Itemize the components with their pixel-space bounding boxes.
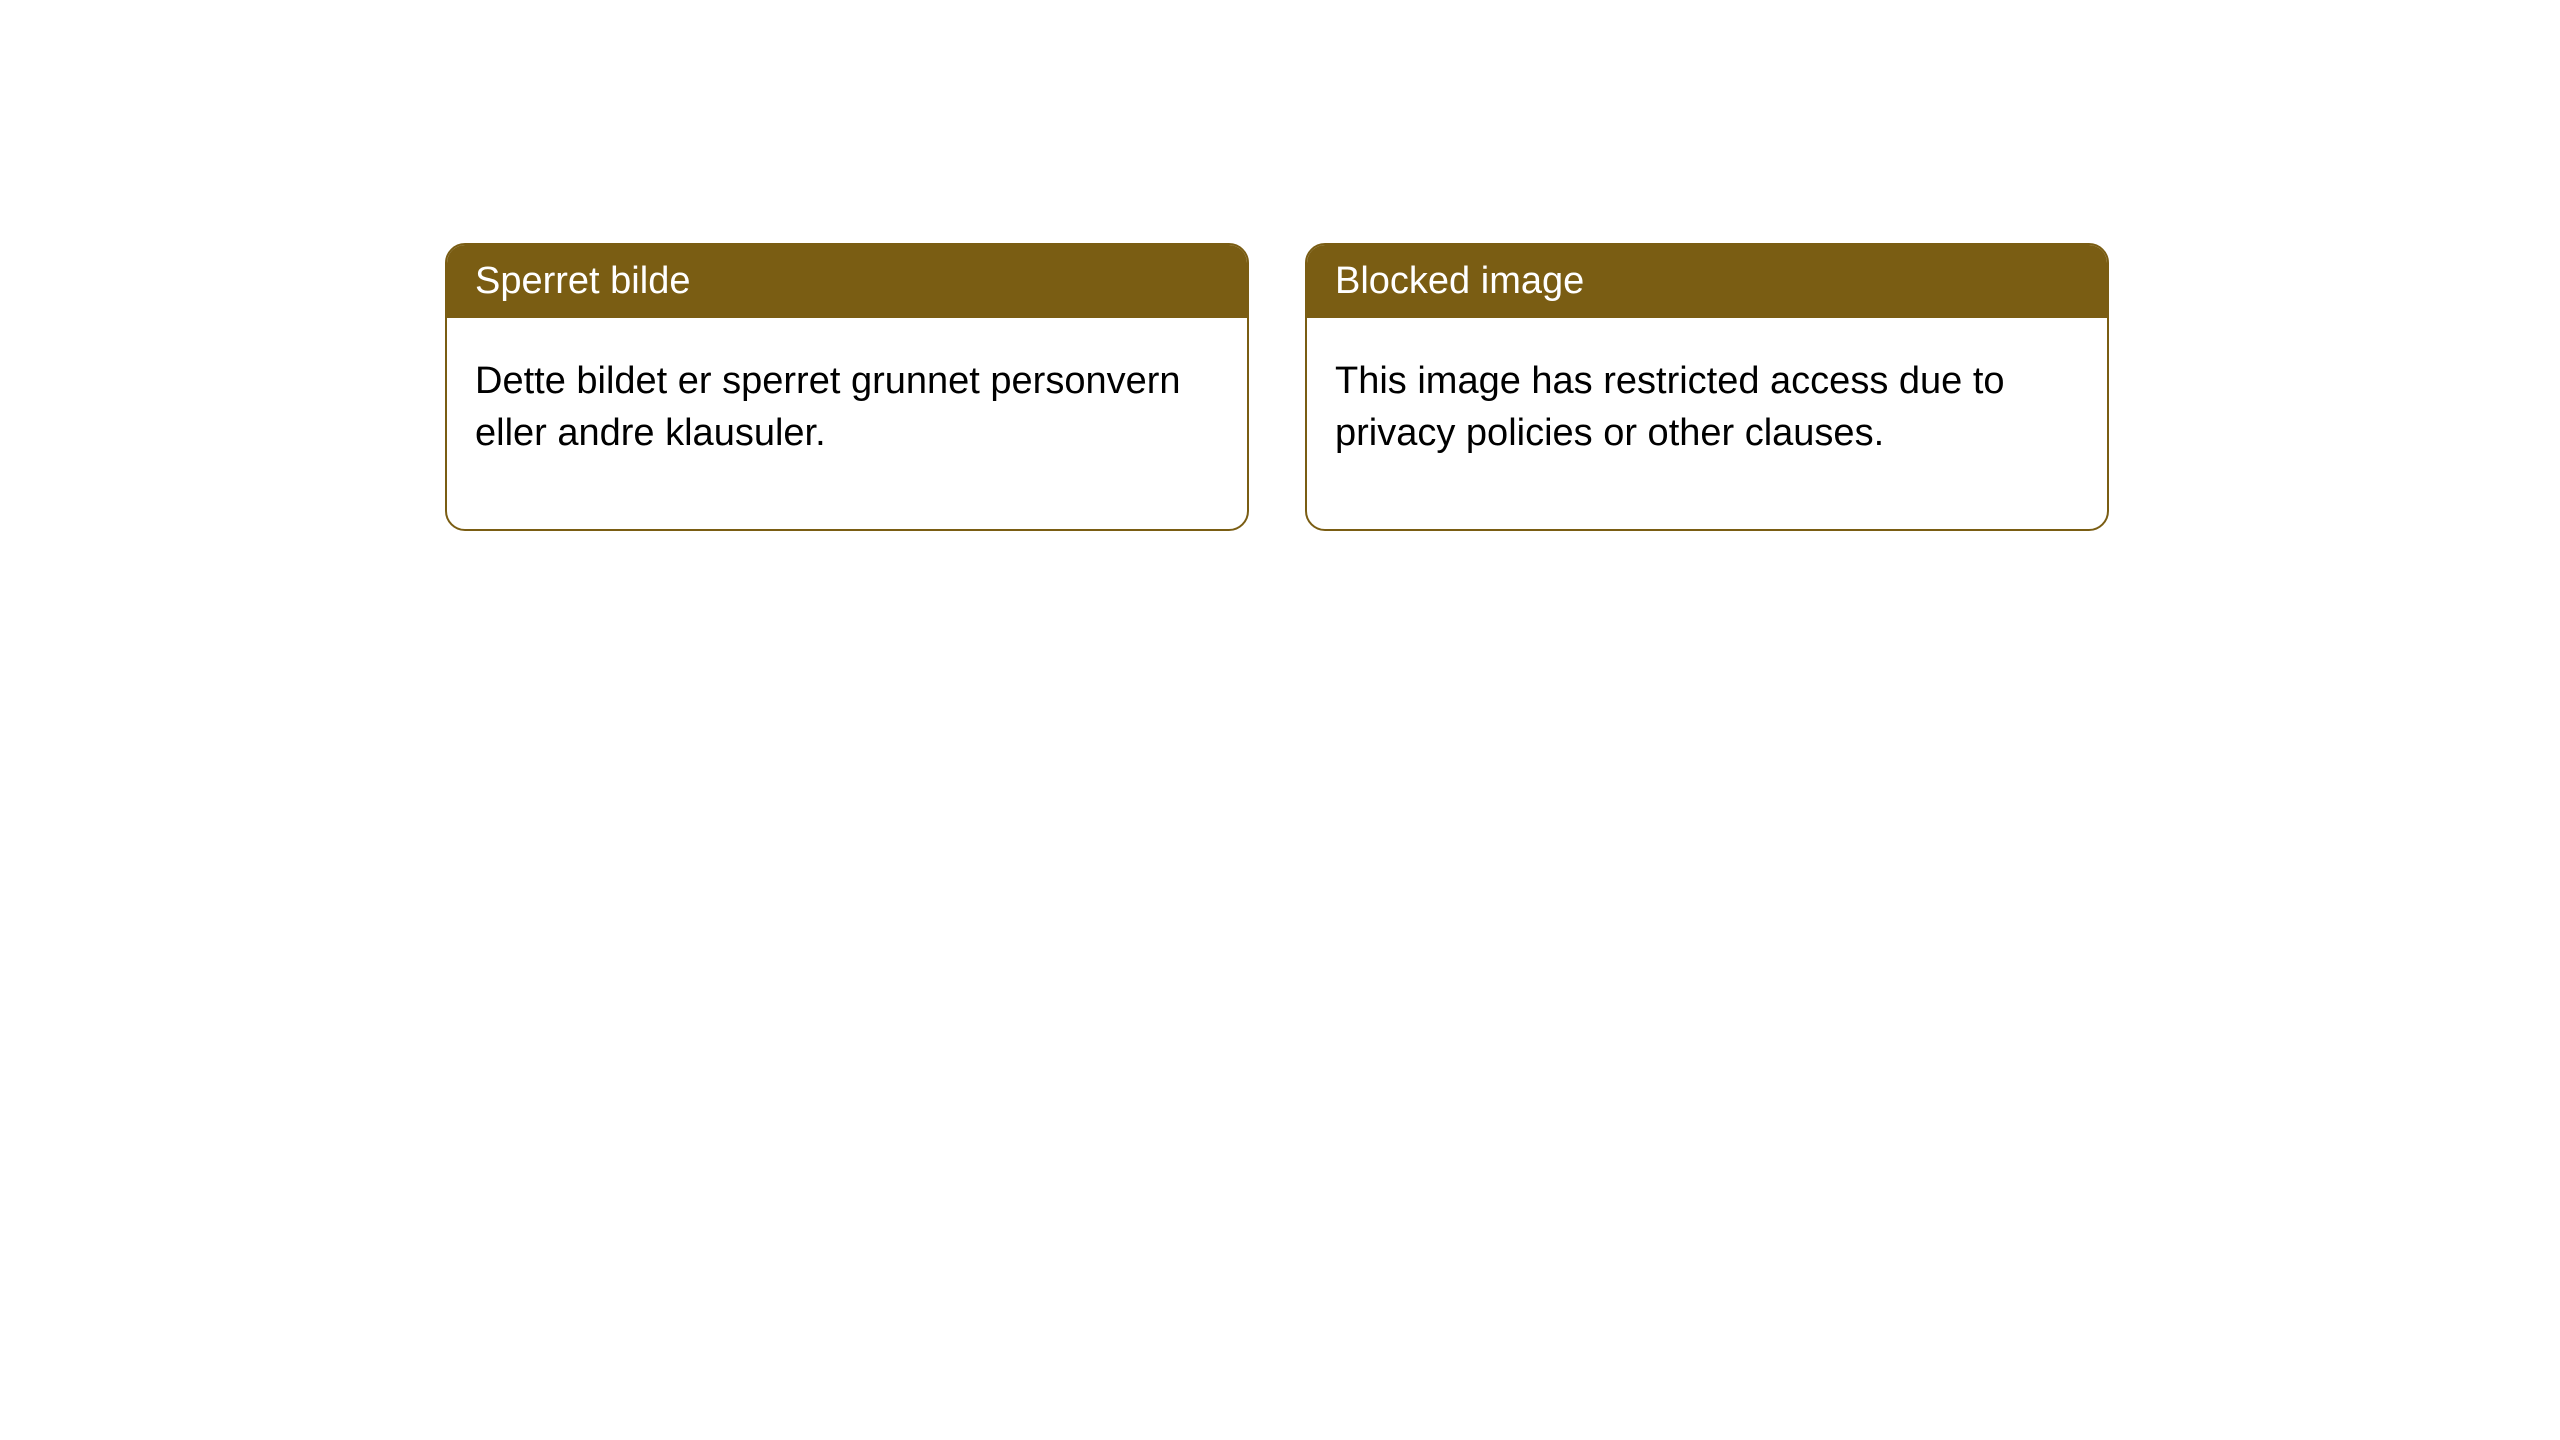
- blocked-image-card-no: Sperret bilde Dette bildet er sperret gr…: [445, 243, 1249, 531]
- notice-cards-container: Sperret bilde Dette bildet er sperret gr…: [0, 0, 2560, 531]
- card-body-no: Dette bildet er sperret grunnet personve…: [447, 318, 1247, 529]
- card-body-text-en: This image has restricted access due to …: [1335, 360, 2005, 453]
- card-header-en: Blocked image: [1307, 245, 2107, 318]
- card-header-no: Sperret bilde: [447, 245, 1247, 318]
- card-title-no: Sperret bilde: [475, 260, 690, 302]
- card-title-en: Blocked image: [1335, 260, 1584, 302]
- card-body-text-no: Dette bildet er sperret grunnet personve…: [475, 360, 1181, 453]
- card-body-en: This image has restricted access due to …: [1307, 318, 2107, 529]
- blocked-image-card-en: Blocked image This image has restricted …: [1305, 243, 2109, 531]
